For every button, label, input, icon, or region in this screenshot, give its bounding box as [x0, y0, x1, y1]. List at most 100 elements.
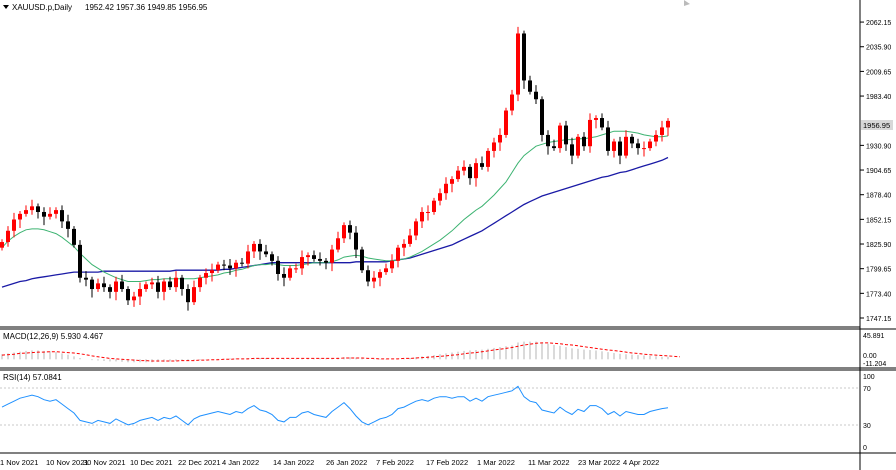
candle-body: [312, 255, 316, 259]
candle: [180, 274, 184, 296]
candle-body: [96, 283, 100, 290]
candle: [390, 254, 394, 274]
candle-body: [444, 183, 448, 194]
rsi-line: [1, 385, 669, 426]
date-tick-label: 14 Jan 2022: [273, 458, 314, 467]
candle: [186, 284, 190, 311]
price-tick-label: 2062.15: [866, 20, 891, 27]
candle-body: [300, 257, 304, 269]
candle-body: [378, 272, 382, 278]
candle-body: [180, 277, 184, 290]
price-tick-label: 1904.65: [866, 168, 891, 175]
candle-body: [384, 268, 388, 273]
candle-body: [108, 287, 112, 292]
candle-body: [294, 268, 298, 270]
candle: [576, 134, 580, 159]
rsi-pane[interactable]: RSI(14) 57.0841 100 70 30 0: [0, 369, 896, 454]
candle: [30, 199, 34, 215]
candle: [162, 278, 166, 301]
candle-body: [576, 136, 580, 156]
candle: [540, 96, 544, 142]
date-tick-label: 22 Dec 2021: [178, 458, 221, 467]
candle-body: [6, 230, 10, 243]
candle: [528, 75, 532, 95]
candle: [372, 271, 376, 289]
date-tick-label: 11 Mar 2022: [528, 458, 570, 467]
candle: [360, 246, 364, 274]
candle: [588, 113, 592, 153]
candle: [498, 128, 502, 151]
candle-body: [18, 213, 22, 220]
candle: [6, 226, 10, 247]
candle-body: [198, 277, 202, 288]
candle-body: [168, 281, 172, 288]
candle: [264, 244, 268, 258]
slow-ma-line: [1, 156, 669, 288]
candle-body: [210, 270, 214, 274]
slow-moving-average: [1, 156, 669, 288]
candle: [444, 177, 448, 200]
candle-body: [510, 94, 514, 111]
candle-body: [630, 136, 634, 144]
candle-body: [30, 206, 34, 211]
candle: [294, 263, 298, 274]
candle-body: [258, 243, 262, 252]
candle-body: [498, 134, 502, 143]
candle-body: [60, 210, 64, 222]
candle: [522, 30, 526, 89]
candle: [336, 231, 340, 253]
price-tick-label: 1852.15: [866, 217, 891, 224]
candle-body: [624, 136, 628, 156]
date-tick-label: 26 Jan 2022: [326, 458, 367, 467]
rsi-path: [1, 385, 669, 426]
candle: [138, 282, 142, 305]
candle-body: [354, 232, 358, 250]
macd-axis-zero: 0.00: [863, 353, 877, 360]
candle-body: [546, 134, 550, 147]
candle: [558, 122, 562, 153]
dropdown-triangle-icon[interactable]: [3, 5, 9, 9]
candle-body: [600, 118, 604, 128]
candle-body: [480, 163, 484, 167]
candle-body: [282, 273, 286, 278]
date-tick-label: 10 Dec 2021: [130, 458, 173, 467]
candle: [306, 252, 310, 266]
candle-body: [642, 148, 646, 150]
candle-body: [402, 243, 406, 248]
symbol-label: XAUUSD.p,Daily: [12, 3, 72, 12]
candle: [606, 120, 610, 156]
current-price-tag: 1956.95: [861, 120, 893, 130]
candle: [240, 258, 244, 267]
candle-body: [336, 238, 340, 250]
candle: [324, 258, 328, 270]
candle-body: [486, 150, 490, 167]
candle-body: [174, 277, 178, 288]
candle-body: [288, 268, 292, 278]
candle: [318, 252, 322, 266]
candle: [630, 134, 634, 149]
candle: [156, 275, 160, 299]
candle-body: [12, 219, 16, 231]
price-tick-label: 1930.90: [866, 143, 891, 150]
candle-body: [66, 221, 70, 229]
candle: [222, 259, 226, 271]
date-tick-label: 7 Feb 2022: [376, 458, 414, 467]
price-tick-label: 2035.90: [866, 45, 891, 52]
scroll-marker-icon[interactable]: [684, 0, 690, 6]
price-pane[interactable]: [0, 26, 860, 328]
candle: [366, 265, 370, 287]
candle: [552, 139, 556, 151]
candle: [36, 203, 40, 219]
candle: [612, 138, 616, 158]
candle-body: [504, 110, 508, 135]
price-tick-label: 1825.90: [866, 242, 891, 249]
candle-body: [468, 166, 472, 179]
macd-pane[interactable]: MACD(12,26,9) 5.930 4.467 45.891 0.00 -1…: [0, 328, 896, 369]
rsi-axis-100: 100: [863, 374, 875, 381]
candle: [54, 207, 58, 219]
candle: [582, 132, 586, 151]
candle: [102, 276, 106, 292]
candle: [270, 251, 274, 266]
date-tick-label: 10 Nov 2021: [46, 458, 89, 467]
